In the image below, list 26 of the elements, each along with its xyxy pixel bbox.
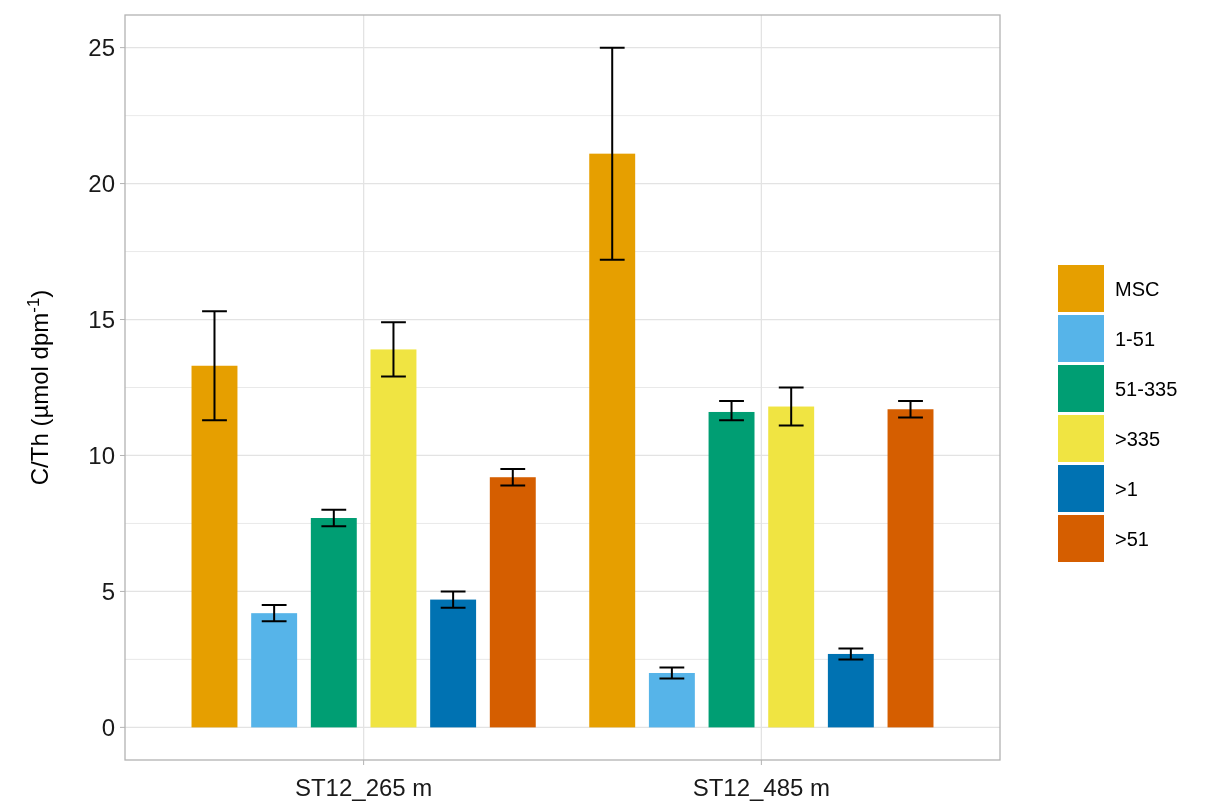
legend-label: MSC [1115, 278, 1160, 300]
y-tick-label: 25 [88, 34, 115, 62]
bar [430, 599, 477, 728]
bar [887, 409, 934, 728]
bar [768, 406, 815, 728]
bar [648, 672, 695, 728]
bar [708, 411, 755, 728]
bar [827, 653, 874, 728]
y-tick-label: 20 [88, 169, 115, 197]
y-tick-label: 0 [101, 713, 115, 741]
bar [489, 477, 536, 728]
bar [370, 349, 417, 728]
bar [310, 518, 357, 728]
y-tick-label: 15 [88, 305, 115, 333]
bar [191, 365, 238, 728]
x-tick-label: ST12_265 m [294, 774, 433, 801]
bar [589, 153, 636, 728]
bar [251, 613, 298, 728]
legend-label: 1-51 [1115, 328, 1156, 350]
y-tick-label: 5 [101, 577, 115, 605]
legend-label: >1 [1115, 478, 1138, 500]
x-tick-label: ST12_485 m [692, 774, 831, 801]
legend-label: >51 [1115, 528, 1149, 550]
legend-label: 51-335 [1115, 378, 1178, 400]
legend-label: >335 [1115, 428, 1161, 450]
y-tick-label: 10 [88, 441, 115, 469]
